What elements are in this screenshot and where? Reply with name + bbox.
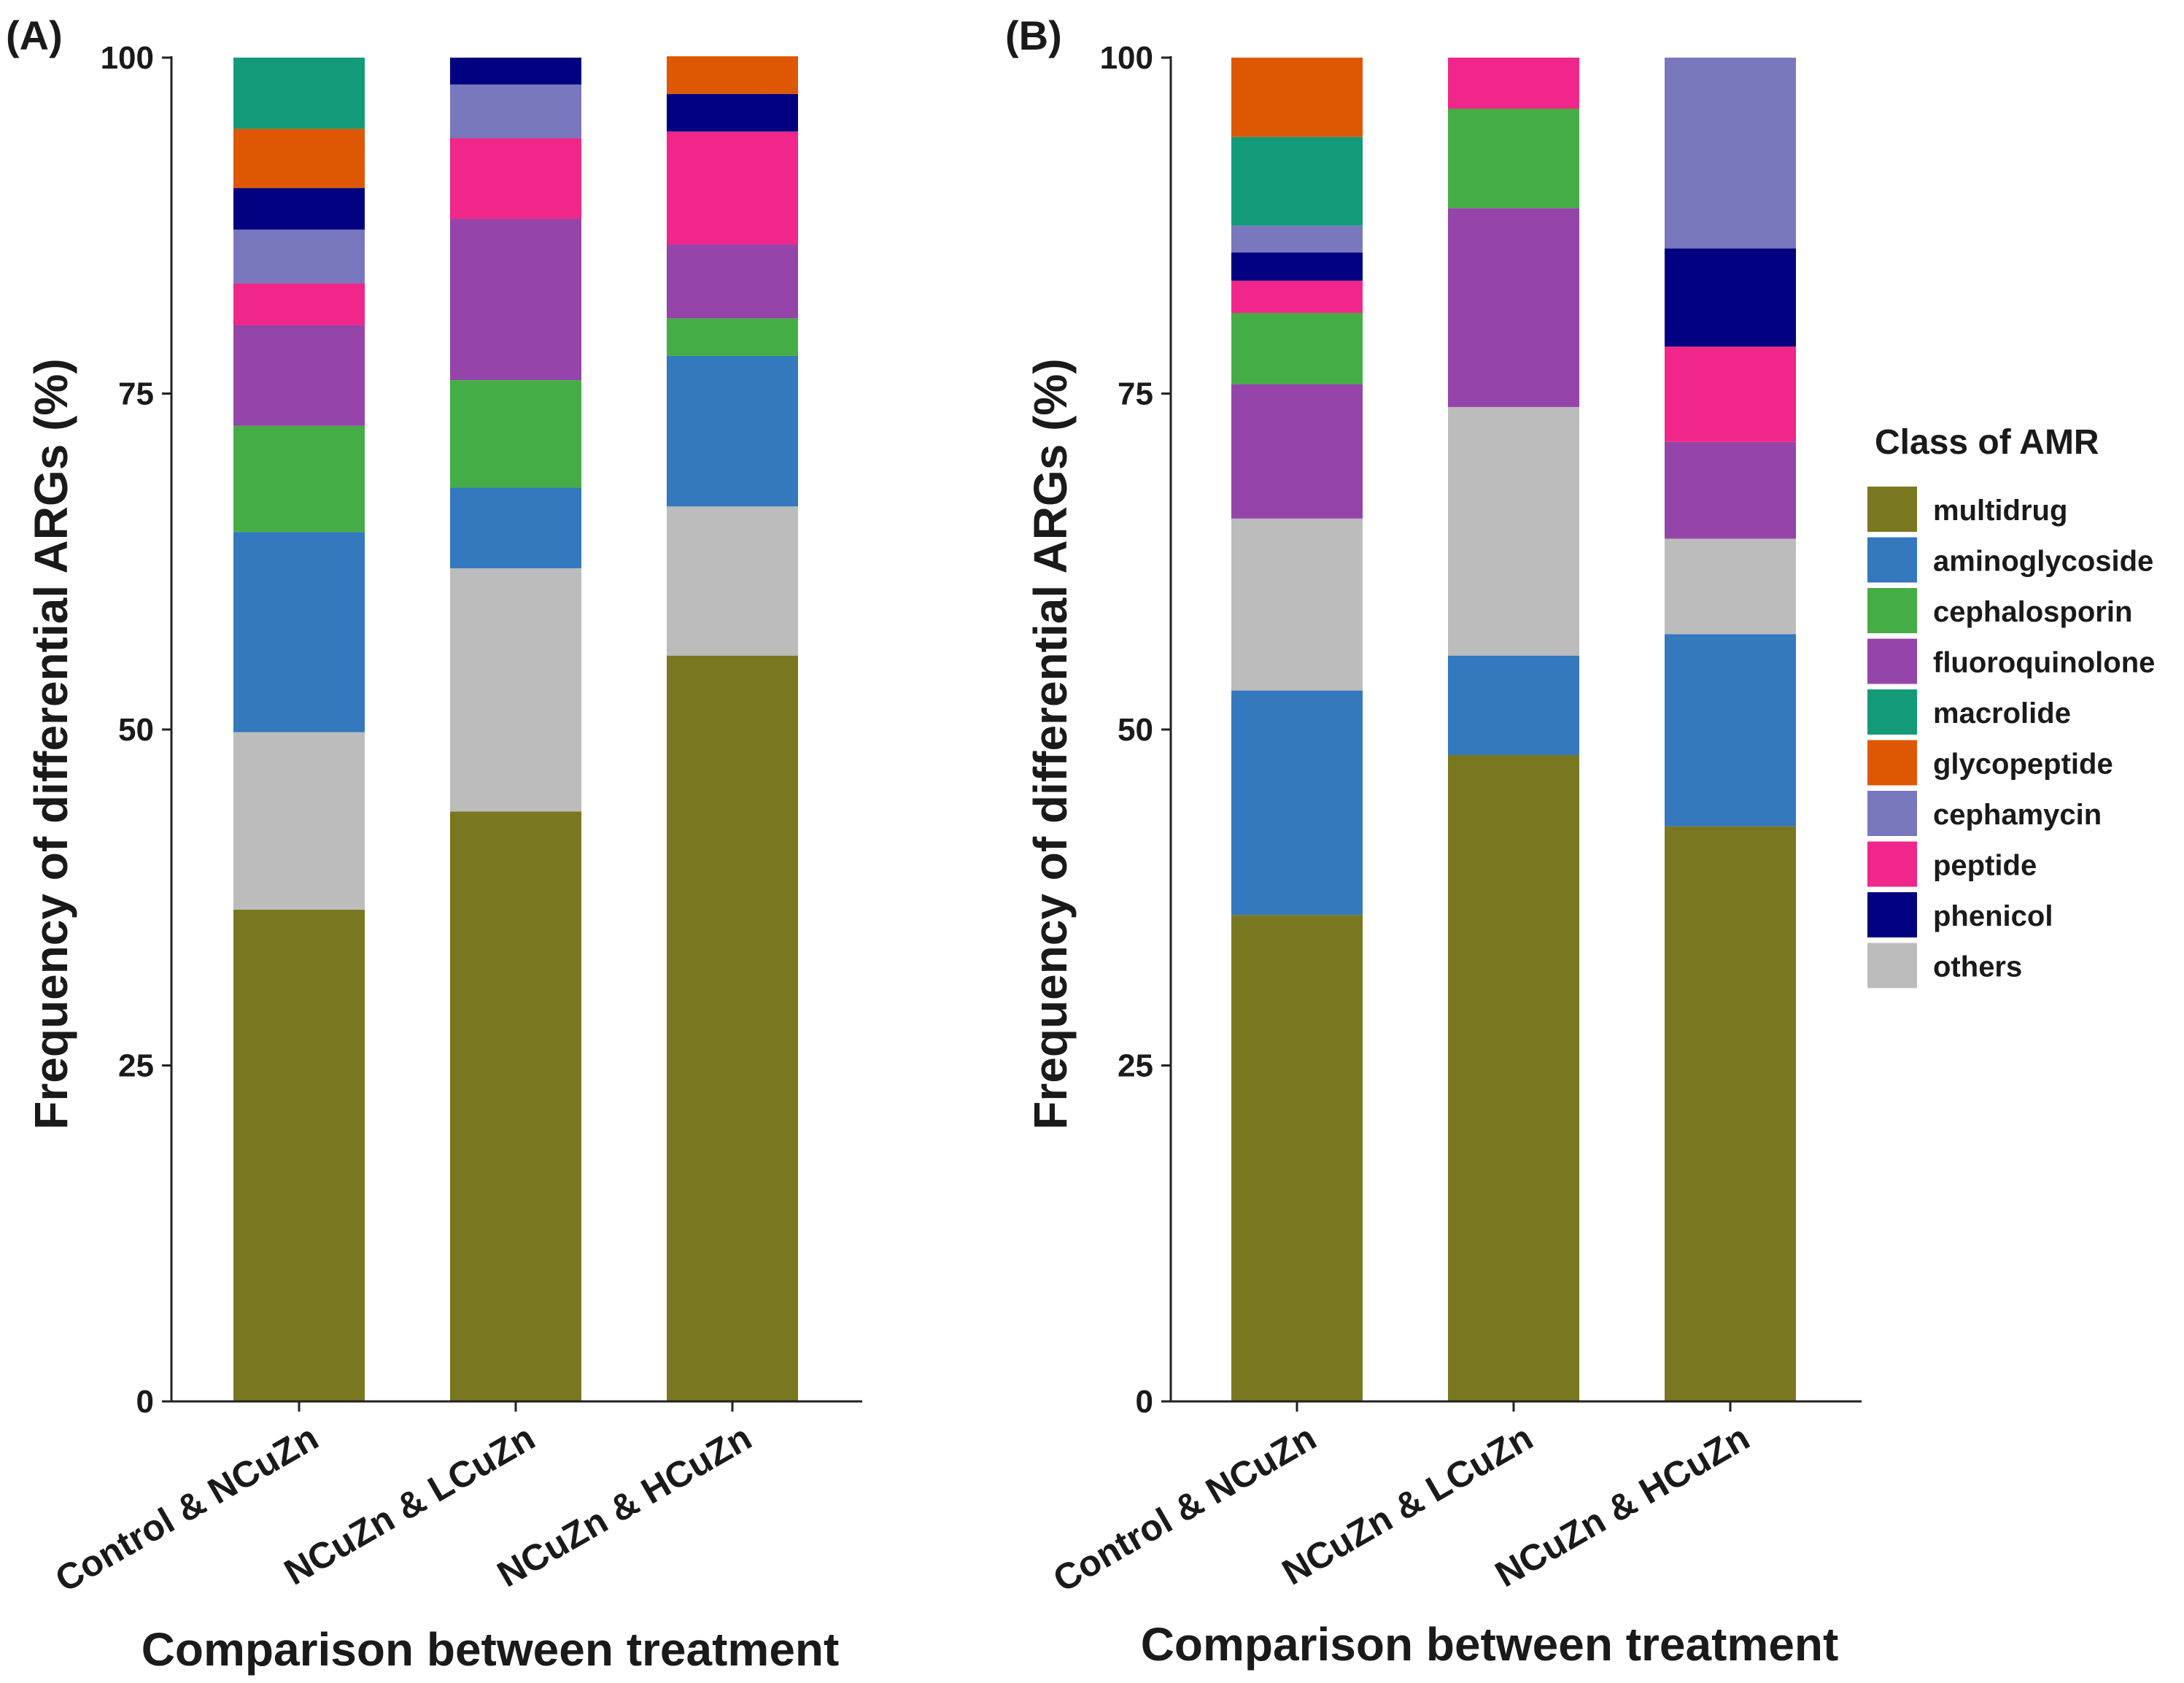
panel-b-y-tick-label: 0 bbox=[1136, 1384, 1153, 1420]
legend-label-fluoroquinolone: fluoroquinolone bbox=[1933, 647, 2155, 679]
panel-b-bar-others-3 bbox=[1665, 538, 1796, 635]
panel-a-bar-aminoglycoside-2 bbox=[450, 487, 581, 568]
panel-a-bar-phenicol-2 bbox=[450, 58, 581, 85]
legend-swatch-cephamycin bbox=[1867, 791, 1917, 836]
panel-a-x-tick-label: Control & NCuZn bbox=[48, 1417, 325, 1600]
legend-swatch-fluoroquinolone bbox=[1867, 638, 1917, 684]
panel-b-y-tick-label: 100 bbox=[1100, 40, 1153, 76]
panel-a-bar-fluoroquinolone-1 bbox=[233, 325, 365, 426]
panel-b-bar-aminoglycoside-2 bbox=[1448, 655, 1579, 755]
panel-b-bar-phenicol-3 bbox=[1665, 248, 1796, 347]
panel-a-label: (A) bbox=[6, 12, 63, 58]
panel-a-bar-glycopeptide-1 bbox=[233, 128, 365, 188]
panel-a-y-tick-label: 50 bbox=[118, 712, 154, 748]
panel-a-y-axis-title: Frequency of differential ARGs (%) bbox=[25, 358, 77, 1129]
panel-b-bar-phenicol-1 bbox=[1231, 252, 1363, 281]
panel-b-bar-cephalosporin-2 bbox=[1448, 108, 1579, 209]
panel-b-bar-peptide-1 bbox=[1231, 280, 1363, 313]
legend-label-others: others bbox=[1933, 951, 2022, 983]
panel-b-bar-multidrug-2 bbox=[1448, 754, 1579, 1401]
panel-a-bar-aminoglycoside-3 bbox=[667, 355, 798, 507]
legend-swatch-glycopeptide bbox=[1867, 740, 1917, 786]
panel-b-bar-peptide-3 bbox=[1665, 347, 1796, 442]
panel-a-y-tick-label: 75 bbox=[118, 376, 154, 412]
legend-title: Class of AMR bbox=[1875, 423, 2099, 462]
panel-b-bar-cephamycin-3 bbox=[1665, 58, 1796, 249]
panel-a-bar-fluoroquinolone-2 bbox=[450, 219, 581, 381]
legend-swatch-others bbox=[1867, 943, 1917, 988]
legend: Class of AMR multidrug aminoglycoside ceph… bbox=[1867, 423, 2155, 988]
legend-label-cephamycin: cephamycin bbox=[1933, 799, 2102, 831]
panel-a-bar-peptide-3 bbox=[667, 131, 798, 245]
panel-b-bar-peptide-2 bbox=[1448, 58, 1579, 109]
panel-a-bar-others-1 bbox=[233, 732, 365, 910]
legend-swatch-phenicol bbox=[1867, 892, 1917, 937]
legend-swatch-peptide bbox=[1867, 841, 1917, 887]
legend-swatch-multidrug bbox=[1867, 487, 1917, 532]
panel-b-bar-macrolide-1 bbox=[1231, 136, 1363, 226]
panel-b-bar-fluoroquinolone-1 bbox=[1231, 384, 1363, 519]
legend-swatch-macrolide bbox=[1867, 689, 1917, 735]
panel-a-y-tick-label: 25 bbox=[118, 1048, 154, 1084]
panel-a-bar-cephalosporin-1 bbox=[233, 425, 365, 533]
panel-b-bar-fluoroquinolone-3 bbox=[1665, 441, 1796, 539]
panel-b-bar-glycopeptide-1 bbox=[1231, 58, 1363, 137]
panel-a-x-axis-title: Comparison between treatment bbox=[142, 1623, 840, 1676]
legend-label-phenicol: phenicol bbox=[1933, 900, 2053, 932]
panel-a-bar-phenicol-1 bbox=[233, 187, 365, 230]
panel-a-bar-others-3 bbox=[667, 506, 798, 656]
panel-a-bar-glycopeptide-3 bbox=[667, 56, 798, 94]
panel-a-bar-cephalosporin-2 bbox=[450, 380, 581, 488]
panel-a-bar-multidrug-2 bbox=[450, 811, 581, 1401]
panel-b-y-tick-label: 75 bbox=[1118, 376, 1153, 412]
panel-b-x-axis-title: Comparison between treatment bbox=[1141, 1618, 1839, 1671]
panel-a-bar-multidrug-1 bbox=[233, 909, 365, 1401]
panel-b-bar-multidrug-3 bbox=[1665, 826, 1796, 1401]
legend-label-aminoglycoside: aminoglycoside bbox=[1933, 546, 2153, 578]
legend-label-multidrug: multidrug bbox=[1933, 495, 2067, 527]
panel-b-y-tick-label: 50 bbox=[1118, 712, 1153, 748]
panel-b-bar-fluoroquinolone-2 bbox=[1448, 208, 1579, 407]
panel-a-bar-aminoglycoside-1 bbox=[233, 532, 365, 732]
panel-b-bar-multidrug-1 bbox=[1231, 915, 1363, 1401]
panel-a-bar-phenicol-3 bbox=[667, 93, 798, 132]
legend-label-glycopeptide: glycopeptide bbox=[1933, 748, 2113, 781]
legend-label-cephalosporin: cephalosporin bbox=[1933, 596, 2132, 628]
panel-b-bar-cephalosporin-1 bbox=[1231, 312, 1363, 384]
legend-label-macrolide: macrolide bbox=[1933, 697, 2071, 730]
panel-b-y-axis-title: Frequency of differential ARGs (%) bbox=[1024, 358, 1077, 1129]
panel-a-bar-macrolide-1 bbox=[233, 58, 365, 129]
panel-a-bar-cephalosporin-3 bbox=[667, 318, 798, 356]
panel-a-y-tick-label: 0 bbox=[136, 1384, 154, 1420]
panel-a-bar-others-2 bbox=[450, 568, 581, 812]
panel-b-bar-others-1 bbox=[1231, 518, 1363, 691]
panel-a-y-tick-label: 100 bbox=[101, 40, 154, 76]
panel-b-bar-aminoglycoside-3 bbox=[1665, 634, 1796, 827]
legend-swatch-cephalosporin bbox=[1867, 588, 1917, 633]
legend-swatch-aminoglycoside bbox=[1867, 537, 1917, 583]
panel-a-bar-peptide-1 bbox=[233, 283, 365, 325]
panel-b-bar-aminoglycoside-1 bbox=[1231, 690, 1363, 916]
legend-label-peptide: peptide bbox=[1933, 850, 2037, 882]
panel-b-y-tick-label: 25 bbox=[1118, 1048, 1153, 1084]
panel-a-bar-cephamycin-1 bbox=[233, 229, 365, 284]
legend-items: multidrug aminoglycoside cephalosporin fluo… bbox=[1867, 487, 2155, 988]
panel-b-bar-cephamycin-1 bbox=[1231, 225, 1363, 253]
panel-a-bar-peptide-2 bbox=[450, 138, 581, 220]
panel-b-x-tick-label: Control & NCuZn bbox=[1046, 1417, 1323, 1600]
panel-b-bar-others-2 bbox=[1448, 406, 1579, 656]
panel-a-bar-multidrug-3 bbox=[667, 655, 798, 1401]
panel-a-bar-fluoroquinolone-3 bbox=[667, 244, 798, 319]
panel-a-bar-cephamycin-2 bbox=[450, 84, 581, 139]
panel-b-label: (B) bbox=[1005, 12, 1062, 58]
